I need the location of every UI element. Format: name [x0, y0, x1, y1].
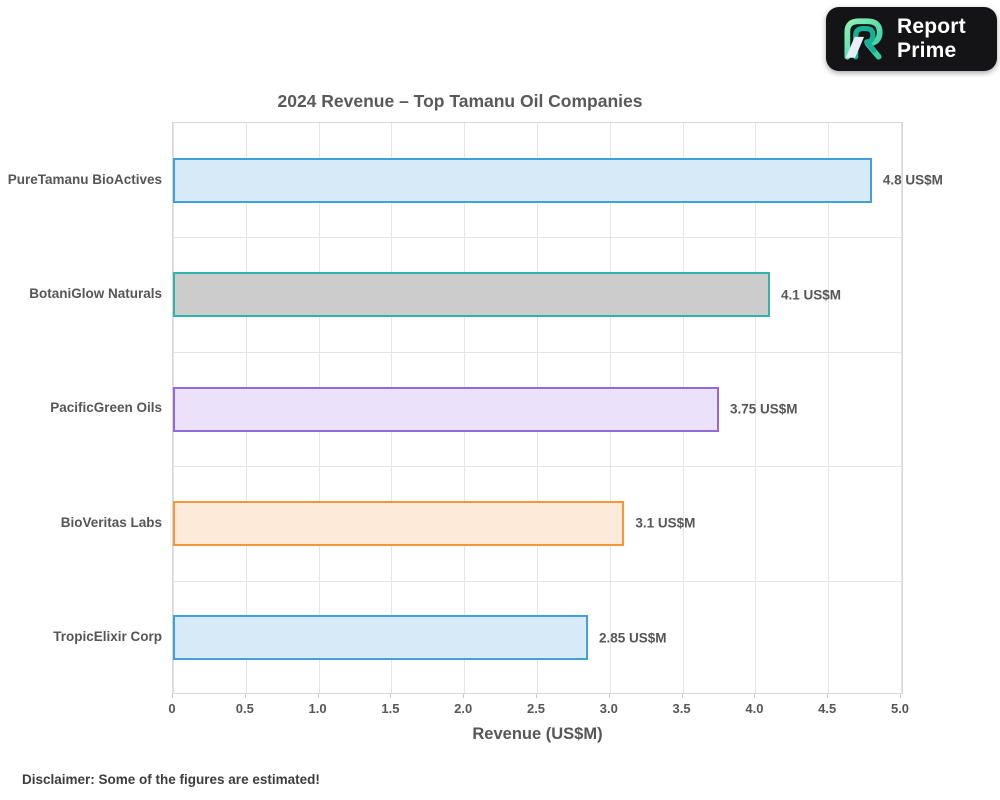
- x-tick-mark: [681, 694, 683, 698]
- x-tick-mark: [172, 694, 173, 698]
- x-tick-mark: [900, 694, 901, 698]
- x-tick-mark: [463, 694, 465, 698]
- gridline-vertical: [828, 123, 830, 693]
- logo-brand-line1: Report: [897, 15, 966, 39]
- x-tick-label: 4.5: [818, 701, 837, 716]
- bar-BioVeritas Labs: [173, 500, 625, 546]
- bar-TropicElixir Corp: [173, 615, 588, 661]
- x-tick-mark: [754, 694, 756, 698]
- category-label: PacificGreen Oils: [50, 400, 162, 416]
- chart-title: 2024 Revenue – Top Tamanu Oil Companies: [277, 91, 643, 111]
- logo-brand-text: Report Prime: [897, 15, 966, 62]
- bar-value-label: 4.1 US$M: [780, 287, 841, 303]
- gridline-horizontal: [173, 466, 902, 468]
- category-label: PureTamanu BioActives: [7, 171, 162, 187]
- report-prime-logo: Report Prime: [826, 7, 997, 71]
- gridline-horizontal: [173, 237, 902, 239]
- x-tick-mark: [244, 694, 246, 698]
- logo-brand-line2: Prime: [897, 39, 957, 62]
- gridline-vertical: [755, 123, 757, 693]
- report-prime-logo-icon: [844, 18, 883, 60]
- category-label: BotaniGlow Naturals: [29, 286, 162, 302]
- bar-PureTamanu BioActives: [173, 157, 872, 203]
- gridline-vertical: [901, 123, 902, 693]
- x-tick-mark: [317, 694, 319, 698]
- x-tick-label: 0.5: [235, 701, 254, 716]
- x-tick-label: 1.5: [381, 701, 400, 716]
- x-tick-label: 2.5: [526, 701, 546, 716]
- bar-value-label: 3.75 US$M: [730, 401, 798, 417]
- x-tick-label: 3.5: [672, 701, 691, 716]
- x-tick-label: 0: [168, 701, 176, 716]
- x-tick-mark: [390, 694, 392, 698]
- x-tick-label: 4.0: [745, 701, 764, 716]
- x-tick-mark: [536, 694, 537, 698]
- x-axis-title: Revenue (US$M): [472, 725, 603, 743]
- category-label: BioVeritas Labs: [60, 514, 162, 530]
- bar-value-label: 2.85 US$M: [598, 630, 667, 646]
- disclaimer-text: Disclaimer: Some of the figures are esti…: [22, 772, 320, 787]
- x-tick-mark: [827, 694, 829, 698]
- bar-BotaniGlow Naturals: [173, 272, 770, 318]
- x-tick-label: 1.0: [308, 701, 327, 716]
- bar-value-label: 3.1 US$M: [635, 515, 696, 531]
- x-tick-label: 2.0: [454, 701, 473, 716]
- plot-area: 4.8 US$M 4.1 US$M 3.75 US$M 3.1 US$M 2.85 US…: [172, 122, 943, 694]
- bar-PacificGreen Oils: [173, 386, 719, 432]
- gridline-horizontal: [173, 351, 902, 353]
- category-axis-labels: PureTamanu BioActives BotaniGlow Naturals…: [0, 122, 162, 694]
- x-tick-label: 5.0: [890, 701, 910, 716]
- bar-value-label: 4.8 US$M: [882, 172, 943, 188]
- x-tick-mark: [608, 694, 610, 698]
- category-label: TropicElixir Corp: [53, 629, 162, 645]
- x-tick-label: 3.0: [599, 701, 618, 716]
- gridline-horizontal: [173, 580, 902, 582]
